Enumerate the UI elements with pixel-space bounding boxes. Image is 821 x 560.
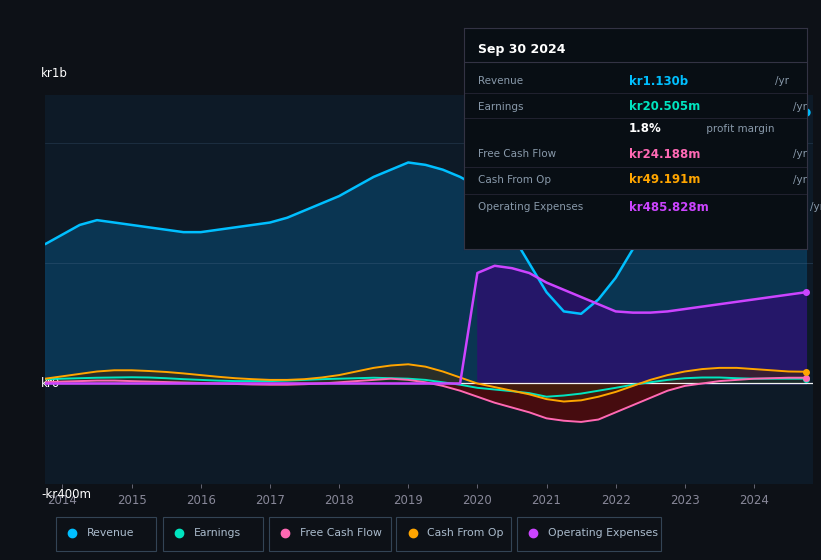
Text: kr485.828m: kr485.828m — [629, 200, 709, 214]
Text: kr1.130b: kr1.130b — [629, 74, 688, 87]
Text: /yr: /yr — [775, 76, 789, 86]
Text: 1.8%: 1.8% — [629, 122, 662, 135]
Text: kr20.505m: kr20.505m — [629, 100, 699, 113]
Text: Sep 30 2024: Sep 30 2024 — [478, 44, 565, 57]
Text: Revenue: Revenue — [87, 529, 135, 538]
Text: Revenue: Revenue — [478, 76, 523, 86]
Text: Operating Expenses: Operating Expenses — [478, 202, 583, 212]
Text: kr24.188m: kr24.188m — [629, 148, 700, 161]
Text: Operating Expenses: Operating Expenses — [548, 529, 658, 538]
Text: -kr400m: -kr400m — [41, 488, 91, 501]
Text: Cash From Op: Cash From Op — [478, 175, 551, 185]
Text: /yr: /yr — [792, 175, 806, 185]
Text: Free Cash Flow: Free Cash Flow — [478, 149, 556, 159]
Text: Free Cash Flow: Free Cash Flow — [300, 529, 382, 538]
Text: kr1b: kr1b — [41, 67, 68, 80]
Text: Earnings: Earnings — [194, 529, 241, 538]
Text: /yr: /yr — [810, 202, 821, 212]
Text: profit margin: profit margin — [704, 124, 775, 134]
Text: kr49.191m: kr49.191m — [629, 173, 700, 186]
Text: /yr: /yr — [792, 101, 806, 111]
Text: Cash From Op: Cash From Op — [428, 529, 504, 538]
Text: kr0: kr0 — [41, 377, 61, 390]
Text: Earnings: Earnings — [478, 101, 523, 111]
Text: /yr: /yr — [792, 149, 806, 159]
